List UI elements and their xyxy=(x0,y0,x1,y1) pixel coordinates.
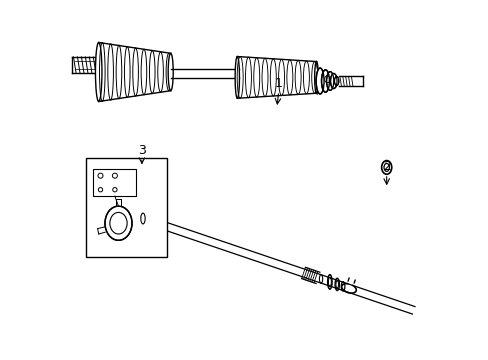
Bar xyxy=(115,199,121,206)
Ellipse shape xyxy=(105,206,132,240)
Ellipse shape xyxy=(314,62,318,93)
Text: 3: 3 xyxy=(138,144,145,157)
Bar xyxy=(86,158,167,257)
Ellipse shape xyxy=(168,53,173,91)
Bar xyxy=(115,199,121,206)
Ellipse shape xyxy=(316,68,324,94)
Ellipse shape xyxy=(95,42,102,102)
Text: 1: 1 xyxy=(274,77,282,90)
Bar xyxy=(93,169,136,196)
Text: 2: 2 xyxy=(382,160,390,173)
Ellipse shape xyxy=(330,73,336,89)
Ellipse shape xyxy=(141,213,145,224)
Ellipse shape xyxy=(321,70,329,92)
Ellipse shape xyxy=(235,57,239,98)
Ellipse shape xyxy=(334,77,338,85)
Ellipse shape xyxy=(326,72,333,90)
